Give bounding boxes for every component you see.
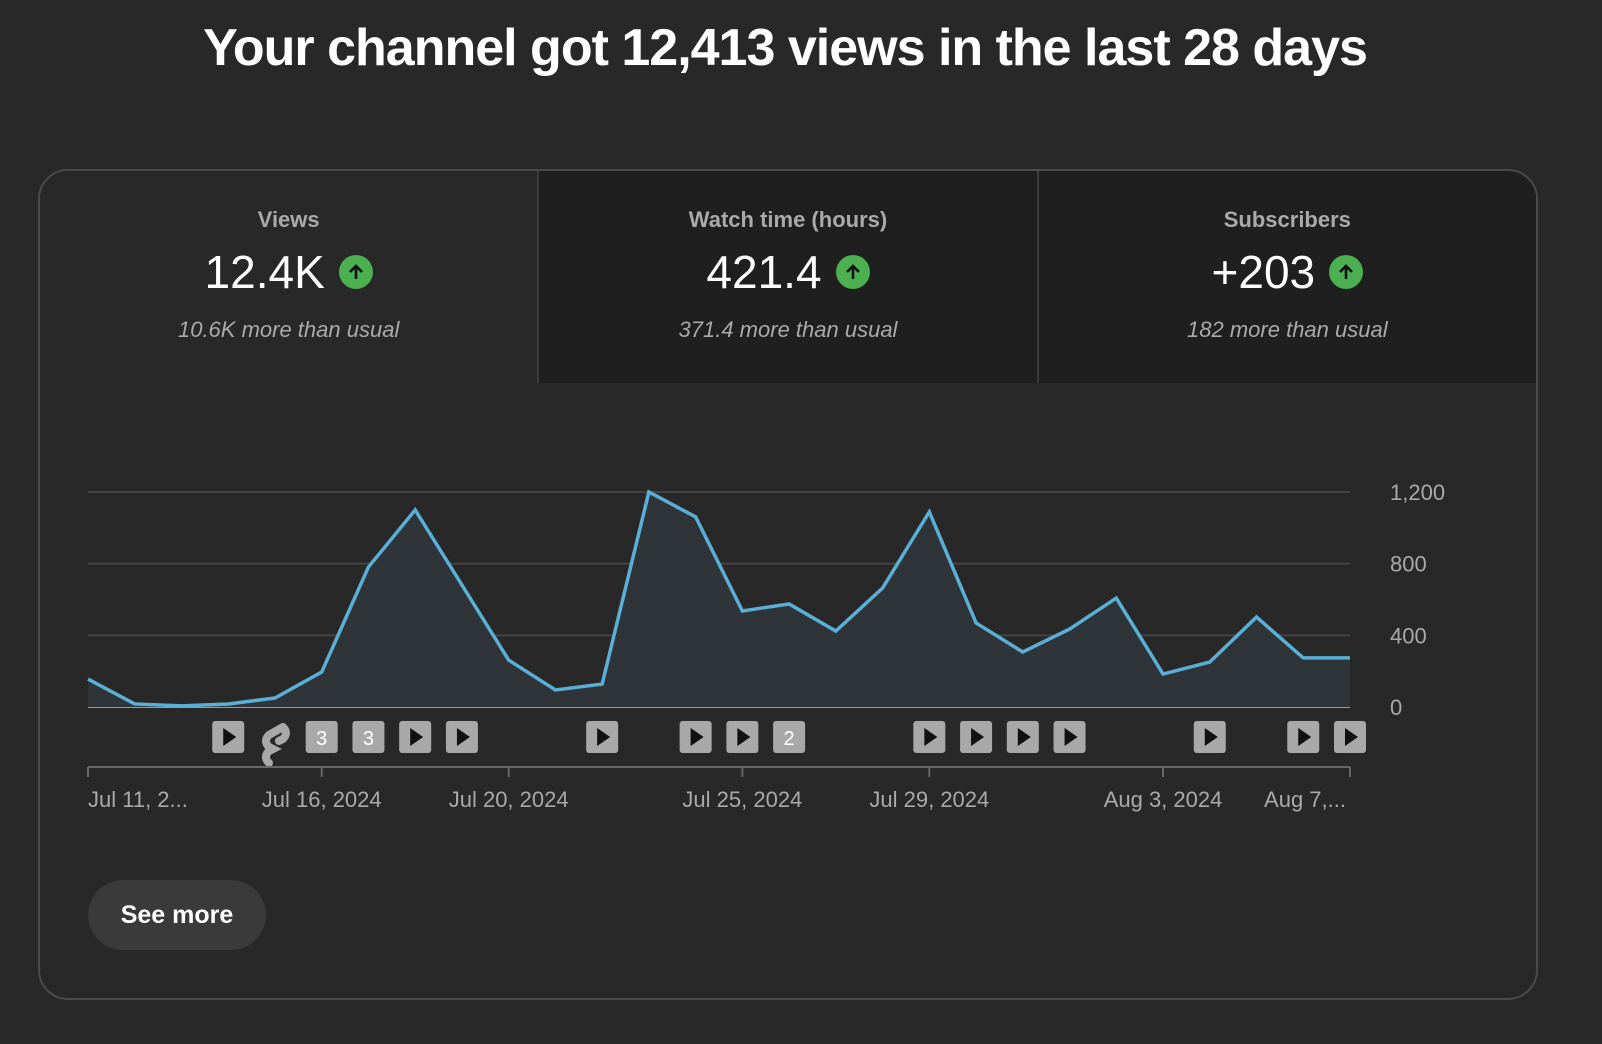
play-icon — [410, 728, 424, 746]
play-icon — [971, 728, 985, 746]
play-icon — [456, 728, 470, 746]
page-title: Your channel got 12,413 views in the las… — [203, 19, 1368, 77]
y-tick-label: 1,200 — [1390, 480, 1445, 505]
tab-comparison: 182 more than usual — [1187, 317, 1388, 342]
play-icon — [223, 728, 237, 746]
x-tick-label: Jul 11, 2... — [88, 787, 188, 812]
y-tick-label: 0 — [1390, 695, 1402, 720]
play-icon — [597, 728, 611, 746]
tab-value: 12.4K — [204, 246, 325, 298]
arrow-up-icon — [338, 255, 373, 289]
tab-subscribers[interactable]: Subscribers +203 182 more than usual — [1036, 171, 1536, 383]
video-count-marker — [773, 721, 806, 753]
arrow-up-icon — [835, 255, 870, 289]
views-line — [87, 489, 1350, 708]
video-count-marker — [305, 721, 338, 753]
video-count: 2 — [784, 728, 795, 750]
tab-label: Watch time (hours) — [688, 207, 888, 232]
play-icon — [1017, 728, 1031, 746]
y-tick-label: 400 — [1390, 623, 1427, 648]
y-tick-label: 800 — [1390, 552, 1427, 577]
tab-value: 421.4 — [706, 246, 822, 298]
arrow-up-icon — [1329, 255, 1364, 289]
shorts-marker-icon — [261, 723, 290, 767]
x-tick-label: Jul 20, 2024 — [449, 787, 569, 812]
x-tick-label: Aug 7,... — [1264, 787, 1346, 812]
analytics-card: Views 12.4K 10.6K more than usual Watch … — [38, 169, 1538, 1000]
play-icon — [1204, 728, 1218, 746]
play-icon — [1064, 728, 1078, 746]
see-more-button[interactable]: See more — [88, 880, 266, 950]
tab-label: Subscribers — [1223, 207, 1351, 232]
tab-comparison: 10.6K more than usual — [177, 317, 400, 342]
tab-value: +203 — [1211, 246, 1316, 298]
views-area — [88, 492, 1350, 707]
play-icon — [690, 728, 704, 746]
x-tick-label: Jul 16, 2024 — [262, 787, 382, 812]
video-count-marker — [352, 721, 385, 753]
play-icon — [1345, 728, 1358, 746]
tab-watch-time[interactable]: Watch time (hours) 421.4 371.4 more than… — [537, 171, 1037, 383]
x-tick-label: Aug 3, 2024 — [1104, 787, 1223, 812]
views-chart: 0 400 800 1,200 3 3 2 Jul 11, 2... Jul 16, 2024 J… — [87, 480, 1445, 812]
metric-tabs: Views 12.4K 10.6K more than usual Watch … — [40, 171, 1536, 383]
play-icon — [737, 728, 751, 746]
tab-label: Views — [257, 207, 320, 232]
play-icon — [1298, 728, 1312, 746]
x-tick-label: Jul 25, 2024 — [682, 787, 802, 812]
x-tick-label: Jul 29, 2024 — [869, 787, 989, 812]
video-count: 3 — [363, 728, 374, 750]
play-icon — [924, 728, 938, 746]
tab-comparison: 371.4 more than usual — [678, 317, 898, 342]
video-count: 3 — [316, 728, 327, 750]
tab-views[interactable]: Views 12.4K 10.6K more than usual — [40, 171, 538, 383]
